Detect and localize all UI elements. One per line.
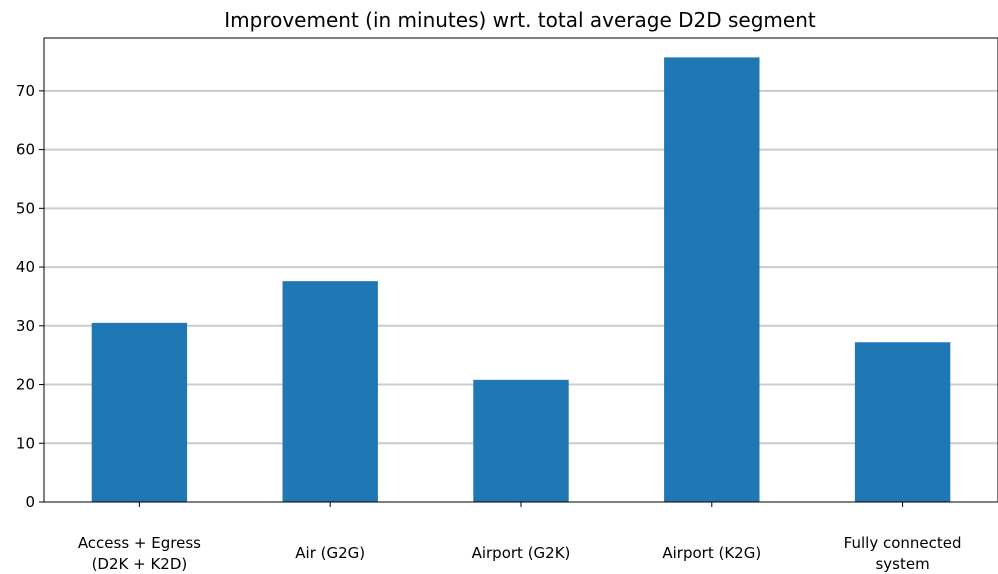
bar <box>664 57 760 503</box>
y-tick-label: 20 <box>16 376 35 394</box>
x-tick-label: Access + Egress (D2K + K2D) <box>78 534 201 573</box>
bar <box>473 379 569 502</box>
x-tick-label-line: (D2K + K2D) <box>92 555 188 573</box>
grid-lines <box>44 89 998 445</box>
y-tick-label: 50 <box>16 199 35 217</box>
y-axis: 0 10 20 30 40 50 60 70 <box>16 82 44 511</box>
x-tick-label: Airport (K2G) <box>662 544 761 562</box>
chart-title: Improvement (in minutes) wrt. total aver… <box>224 8 816 32</box>
y-tick-label: 40 <box>16 258 35 276</box>
y-tick-label: 10 <box>16 434 35 452</box>
x-tick-label-line: Airport (K2G) <box>662 544 761 562</box>
bar <box>282 281 378 502</box>
bar <box>91 322 188 502</box>
y-tick-label: 0 <box>25 493 35 511</box>
x-tick-label-line: Airport (G2K) <box>472 544 571 562</box>
x-tick-label: Fully connected system <box>844 534 962 573</box>
bars <box>91 57 951 503</box>
x-tick-label: Air (G2G) <box>295 544 365 562</box>
y-tick-label: 70 <box>16 82 35 100</box>
x-axis: Access + Egress (D2K + K2D) Air (G2G) Airpo… <box>78 502 962 573</box>
x-tick-label-line: Air (G2G) <box>295 544 365 562</box>
x-tick-label: Airport (G2K) <box>472 544 571 562</box>
y-tick-label: 30 <box>16 317 35 335</box>
x-tick-label-line: Fully connected <box>844 534 962 552</box>
x-tick-label-line: system <box>875 555 929 573</box>
x-tick-label-line: Access + Egress <box>78 534 201 552</box>
bar <box>854 342 951 502</box>
y-tick-label: 60 <box>16 141 35 159</box>
